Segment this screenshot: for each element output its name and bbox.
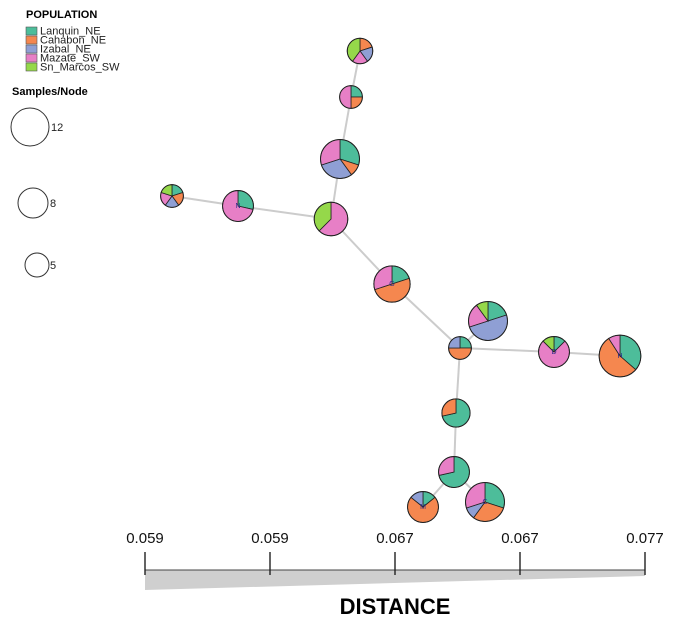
node-outline — [441, 398, 471, 428]
haplotype-node — [160, 184, 184, 208]
legend-label: Lanquin_NE — [40, 26, 101, 38]
legend-swatch — [25, 44, 38, 54]
size-legend-circle — [17, 187, 49, 219]
haplotype-node: N — [222, 190, 254, 222]
node-outline — [468, 301, 508, 341]
legend-swatch — [25, 62, 38, 72]
legend-swatch — [25, 53, 38, 63]
node-label: C — [482, 499, 487, 506]
pie-slice — [339, 85, 352, 109]
size-legend-items: 12 8 5 — [10, 107, 63, 278]
size-legend-item: 8 — [17, 187, 56, 219]
haplotype-node — [346, 37, 374, 65]
haplotype-node: H — [598, 334, 642, 378]
node-label: D — [551, 349, 556, 356]
legend-swatch — [25, 26, 38, 36]
legend-item: Cahabon_NE — [25, 35, 106, 47]
size-legend: Samples/Node 12 8 5 — [10, 86, 88, 278]
distance-axis: 0.059 0.059 0.067 0.067 0.077 — [126, 530, 664, 590]
node-outline — [313, 201, 349, 237]
size-legend-item: 5 — [24, 252, 56, 278]
node-outline — [438, 456, 470, 488]
pie-slice — [438, 456, 455, 476]
node-label: M — [420, 504, 426, 511]
node-outline — [320, 139, 360, 179]
haplotype-node: M — [407, 491, 439, 523]
size-legend-title: Samples/Node — [12, 86, 88, 98]
axis-tick-label: 0.059 — [251, 530, 289, 547]
haplotype-node — [441, 398, 471, 428]
node-outline — [346, 37, 374, 65]
legend-label: Mazate_SW — [40, 53, 101, 65]
size-legend-item: 12 — [10, 107, 63, 147]
node-outline — [448, 336, 472, 360]
axis-tick-label: 0.059 — [126, 530, 164, 547]
haplotype-node — [438, 456, 470, 488]
haplotype-node — [320, 139, 360, 179]
node-outline — [160, 184, 184, 208]
haplotype-node — [448, 336, 472, 360]
haplotype-node — [339, 85, 363, 109]
node-outline — [538, 336, 570, 368]
node-label: N — [235, 203, 240, 210]
axis-title: DISTANCE — [340, 594, 451, 619]
legend-item: Mazate_SW — [25, 53, 101, 65]
node-label: G — [389, 281, 394, 288]
haplotype-node: C — [465, 482, 505, 522]
legend-label: Cahabon_NE — [40, 35, 106, 47]
size-legend-circle — [24, 252, 50, 278]
haplotype-node — [313, 201, 349, 237]
legend-label: Sn_Marcos_SW — [40, 62, 120, 74]
legend-swatch — [25, 35, 38, 45]
pie-slice — [448, 347, 472, 360]
legend-item: Sn_Marcos_SW — [25, 62, 120, 74]
node-outline — [222, 190, 254, 222]
size-legend-label: 12 — [51, 122, 63, 134]
haplotype-node: G — [373, 265, 411, 303]
node-label: H — [617, 353, 622, 360]
haplotype-node — [468, 301, 508, 341]
size-legend-label: 5 — [50, 260, 56, 272]
haplotype-node: D — [538, 336, 570, 368]
pie-slice — [441, 398, 457, 417]
node-outline — [407, 491, 439, 523]
legend-item: Izabal_NE — [25, 44, 91, 56]
node-outline — [373, 265, 411, 303]
legend-label: Izabal_NE — [40, 44, 91, 56]
node-outline — [465, 482, 505, 522]
axis-tick-label: 0.067 — [501, 530, 539, 547]
node-outline — [339, 85, 363, 109]
legend-item: Lanquin_NE — [25, 26, 101, 38]
network-nodes: N G D H M C — [160, 37, 642, 523]
axis-tick-label: 0.067 — [376, 530, 414, 547]
population-legend-items: Lanquin_NECahabon_NEIzabal_NEMazate_SWSn… — [25, 26, 120, 74]
axis-tick-label: 0.077 — [626, 530, 664, 547]
size-legend-circle — [10, 107, 50, 147]
population-legend-title: POPULATION — [26, 9, 97, 21]
size-legend-label: 8 — [50, 198, 56, 210]
node-outline — [598, 334, 642, 378]
population-legend: POPULATION Lanquin_NECahabon_NEIzabal_NE… — [25, 9, 120, 74]
